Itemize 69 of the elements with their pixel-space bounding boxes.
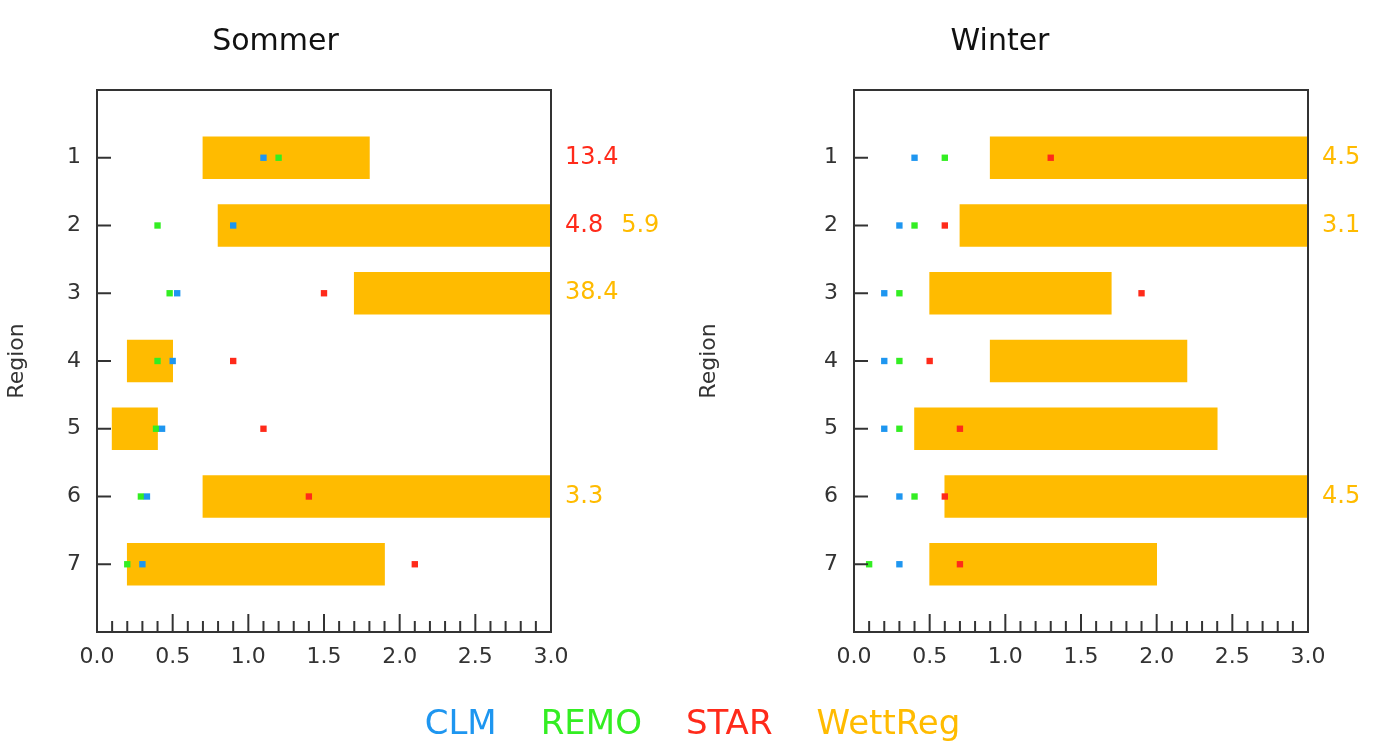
point [139,561,146,568]
point [896,290,903,297]
y-tick-label: 6 [67,482,81,508]
point [260,425,267,432]
point [926,357,933,365]
text: 13.4 [565,141,619,170]
y-tick-label: 6 [824,482,838,508]
point [896,357,903,365]
data-label: 4.5 [1322,141,1361,170]
y-tick-label: 2 [67,211,81,237]
text: CLM [424,702,497,742]
x-tick-label: 2.0 [382,642,418,668]
y-tick-label: 2 [824,211,838,237]
point [1138,290,1145,297]
point [305,493,313,500]
y-axis-title: Region [2,323,28,399]
text: WettReg [816,702,961,742]
x-tick-label: 2.0 [1139,642,1175,668]
text: REMO [540,702,642,742]
x-tick-label: 3.0 [533,642,569,668]
y-tick-label: 5 [67,414,81,440]
data-label: 38.4 [565,277,619,306]
point [911,493,918,500]
point [911,222,918,229]
x-tick-label: 1.0 [987,642,1023,668]
point [166,290,173,297]
y-tick-label: 7 [824,549,838,575]
data-label: 3.1 [1322,209,1361,238]
y-tick-label: 1 [67,143,81,169]
x-tick-label: 0.5 [155,642,191,668]
y-axis-title: Region [694,323,720,399]
point [230,222,237,229]
point [941,222,948,229]
x-tick-label: 0.0 [79,642,115,668]
point [137,493,145,500]
data-label: 3.3 [565,480,604,509]
point [911,154,918,161]
x-tick-label: 1.5 [1063,642,1099,668]
point [275,154,282,161]
x-tick-label: 1.5 [306,642,342,668]
point [154,222,161,229]
x-tick-label: 0.5 [912,642,948,668]
x-tick-label: 0.0 [836,642,872,668]
y-tick-label: 7 [67,549,81,575]
point [260,154,267,161]
point [169,357,176,365]
chart-title: Sommer [212,21,340,57]
point [896,425,903,432]
y-tick-label: 3 [824,278,838,304]
y-tick-label: 5 [824,414,838,440]
y-tick-label: 1 [824,143,838,169]
y-tick-label: 4 [67,346,81,372]
x-tick-label: 2.5 [1214,642,1250,668]
point [143,493,151,500]
point [896,561,903,568]
data-label: 4.5 [1322,480,1361,509]
y-tick-label: 3 [67,278,81,304]
point [896,493,903,500]
x-tick-label: 3.0 [1290,642,1326,668]
data-label: 5.9 [621,209,660,238]
point [941,493,948,500]
point [896,222,903,229]
point [154,357,161,365]
y-tick-label: 4 [824,346,838,372]
x-tick-label: 2.5 [457,642,493,668]
text: 4.8 [565,209,604,238]
text: STAR [685,702,773,742]
x-tick-label: 1.0 [230,642,266,668]
chart-title: Winter [950,21,1051,57]
